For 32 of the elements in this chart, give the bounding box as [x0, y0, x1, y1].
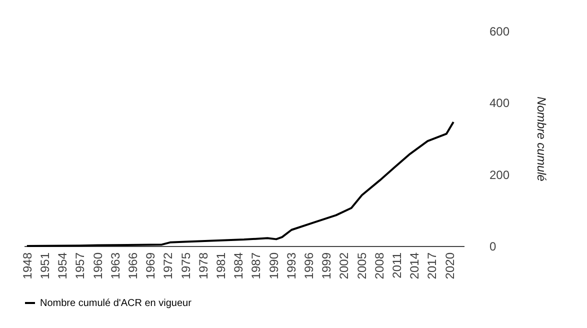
x-tick-label: 1951: [38, 252, 52, 280]
y-tick-label: 200: [490, 168, 510, 182]
x-tick-label: 2005: [354, 252, 369, 280]
x-tick-label: 2011: [390, 252, 404, 278]
x-tick-label: 1984: [232, 252, 246, 280]
y-tick-label: 0: [490, 240, 496, 254]
x-tick-label: 1996: [302, 252, 316, 280]
x-tick-label: 1969: [144, 252, 158, 280]
x-tick-label: 1960: [90, 252, 105, 280]
x-tick-label: 1948: [20, 252, 34, 280]
x-tick-label: 1990: [266, 252, 281, 280]
y-tick-label: 600: [490, 24, 510, 38]
x-tick-label: 1987: [249, 252, 264, 280]
x-tick-label: 1972: [161, 252, 176, 280]
x-tick-label: 2014: [408, 252, 422, 280]
x-tick-label: 2020: [442, 252, 457, 280]
x-tick-label: 2017: [425, 252, 440, 280]
x-tick-label: 1957: [73, 252, 88, 280]
line-series: [26, 121, 454, 247]
y-tick-label: 400: [490, 96, 510, 110]
x-tick-label: 1966: [126, 252, 140, 280]
x-tick-label: 1975: [178, 252, 193, 280]
x-tick-label: 2002: [337, 252, 352, 280]
x-tick-label: 1963: [108, 252, 122, 280]
x-tick-label: 1954: [56, 252, 70, 280]
x-tick-label: 1993: [284, 252, 298, 280]
legend-label: Nombre cumulé d'ACR en vigueur: [40, 298, 192, 309]
x-tick-label: 2008: [372, 252, 386, 280]
x-tick-label: 1999: [320, 252, 334, 280]
x-tick-label: 1978: [196, 252, 210, 280]
x-tick-label: 1981: [214, 252, 228, 280]
y-axis-title: Nombre cumulé: [534, 96, 549, 182]
